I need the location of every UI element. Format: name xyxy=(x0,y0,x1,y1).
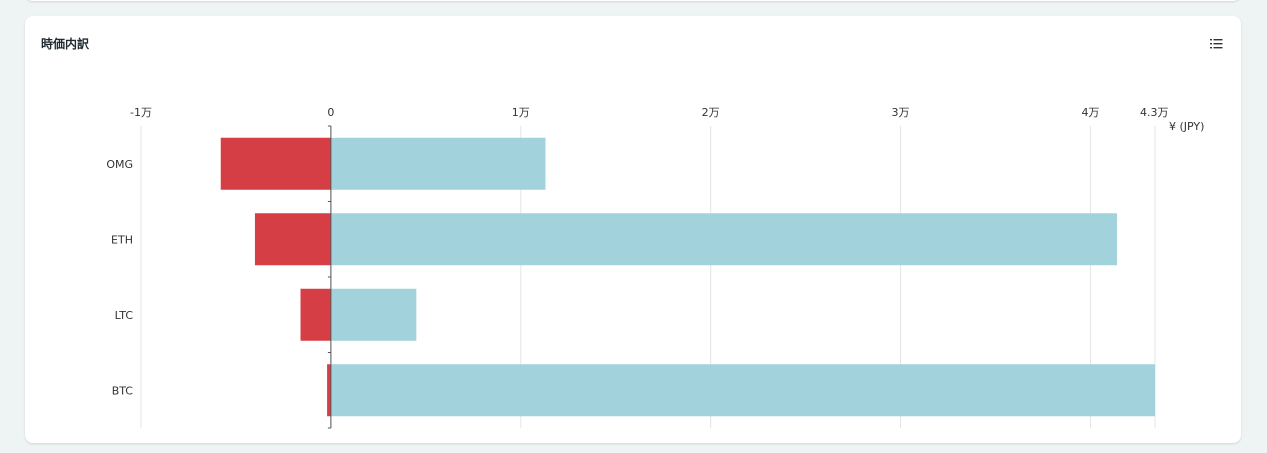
x-tick-label: -1万 xyxy=(130,106,152,119)
y-category-label: OMG xyxy=(106,158,133,171)
bar-omg-positive xyxy=(330,137,546,190)
y-category-label: ETH xyxy=(111,233,133,246)
y-category-label: BTC xyxy=(112,384,134,397)
bar-eth-negative xyxy=(254,213,331,266)
x-tick-label: 3万 xyxy=(892,106,910,119)
list-icon[interactable] xyxy=(1209,36,1225,50)
bar-omg-negative xyxy=(220,137,331,190)
bar-ltc-negative xyxy=(300,288,331,341)
x-tick-label: 4万 xyxy=(1081,106,1099,119)
market-value-breakdown-card: 時価内訳 -1万 0 1万 2万 3万 4万 4.3万 ¥ (JPY) OMG ETH LTC BTC xyxy=(25,16,1241,443)
market-value-bar-chart: -1万 0 1万 2万 3万 4万 4.3万¥ (JPY) OMG ETH LTC BTC xyxy=(106,106,1204,429)
x-tick-label: 0 xyxy=(327,106,334,119)
x-axis-unit-label: ¥ (JPY) xyxy=(1169,120,1204,133)
previous-card xyxy=(25,0,1241,1)
bar-ltc-positive xyxy=(330,288,417,341)
bar-eth-positive xyxy=(330,213,1118,266)
y-category-label: LTC xyxy=(115,309,134,322)
x-tick-label: 1万 xyxy=(512,106,530,119)
x-tick-label: 4.3万 xyxy=(1140,106,1169,119)
bar-btc-positive xyxy=(330,364,1155,417)
bar-btc-negative xyxy=(327,364,331,417)
x-tick-label: 2万 xyxy=(702,106,720,119)
card-title: 時価内訳 xyxy=(41,37,90,51)
